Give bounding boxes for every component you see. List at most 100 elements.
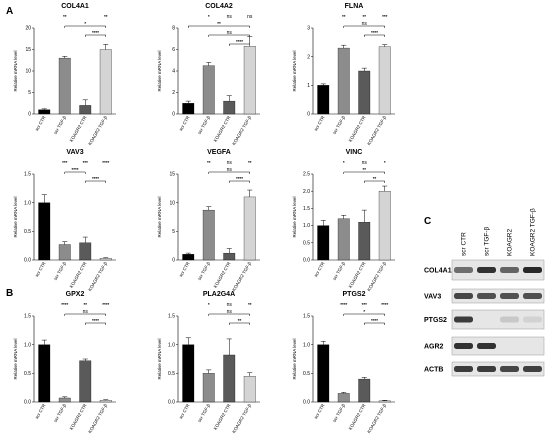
- y-tick-label: 5: [172, 229, 175, 235]
- y-tick-label: 2: [307, 54, 310, 60]
- comparison-bracket: [85, 322, 106, 325]
- y-tick-label: 0.5: [168, 371, 175, 377]
- category-label: KOAGR2 TGF-β: [87, 261, 108, 292]
- bar: [223, 354, 236, 403]
- blot-membrane: [451, 361, 545, 377]
- comparison-bracket: [343, 171, 385, 174]
- significance-label: **: [104, 14, 108, 19]
- bar: [202, 209, 215, 261]
- y-axis-label: Relative mRNA level: [292, 50, 297, 91]
- category-label: scr CTR: [34, 402, 47, 419]
- category-label: KOAGR2 CTR: [348, 402, 367, 430]
- category-label: scr TGF-β: [332, 261, 347, 281]
- bar: [337, 218, 350, 261]
- y-axis-label: Relative mRNA level: [292, 338, 297, 379]
- comparison-label: **: [217, 21, 221, 26]
- bar: [99, 49, 112, 115]
- y-axis-label: Relative mRNA level: [13, 196, 18, 237]
- y-tick-label: 3: [307, 26, 310, 32]
- category-label: KOAGR2 CTR: [213, 260, 232, 288]
- bar: [358, 222, 371, 261]
- blot-band: [454, 267, 473, 273]
- y-tick-label: 1.0: [24, 200, 31, 206]
- comparison-label: ****: [92, 30, 99, 35]
- category-label: scr CTR: [34, 260, 47, 277]
- significance-label: **: [342, 14, 346, 19]
- y-tick-label: 0.5: [24, 371, 31, 377]
- category-label: scr TGF-β: [332, 403, 347, 423]
- blot-band: [454, 366, 473, 372]
- blot-band: [500, 267, 519, 273]
- bar: [243, 46, 256, 115]
- comparison-bracket: [208, 34, 250, 37]
- comparison-bracket: [64, 171, 86, 174]
- y-tick-label: 0.0: [24, 258, 31, 264]
- significance-label: ns: [227, 302, 233, 308]
- bar: [182, 103, 195, 115]
- y-tick-label: 15: [169, 172, 175, 178]
- y-tick-label: 5: [28, 90, 31, 96]
- category-label: KOAGR2 CTR: [213, 402, 232, 430]
- y-tick-label: 0: [307, 112, 310, 118]
- blot-band: [454, 343, 473, 349]
- blot-row-label: AGR2: [424, 344, 444, 351]
- comparison-bracket: [364, 180, 385, 183]
- y-axis-label: Relative mRNA level: [13, 338, 18, 379]
- blot-row-label: ACTB: [424, 367, 443, 374]
- blot-band: [454, 293, 473, 299]
- y-tick-label: 0.0: [168, 400, 175, 406]
- lane-label: scr TGF-β: [484, 226, 491, 256]
- y-tick-label: 1.0: [303, 342, 310, 348]
- blot-row-agr2: AGR2: [424, 336, 545, 356]
- chart-title: FLNA: [345, 3, 364, 10]
- y-tick-label: 0.5: [24, 229, 31, 235]
- blot-row-label: PTGS2: [424, 317, 447, 324]
- chart-col4a1: COL4A1 0 5 10 15 20 Relative mRNA level scr CTR…: [13, 3, 116, 146]
- category-label: KOAGR2 CTR: [69, 260, 88, 288]
- category-label: scr CTR: [178, 402, 191, 419]
- y-tick-label: 1.5: [24, 172, 31, 178]
- significance-label: ns: [227, 160, 233, 166]
- category-label: KOAGR2 TGF-β: [231, 115, 252, 146]
- chart-ptgs2: PTGS2 0.0 0.5 1.0 1.5 Relative mRNA level scr …: [292, 291, 395, 434]
- significance-label: *: [384, 160, 386, 165]
- blot-row-label: VAV3: [424, 294, 441, 301]
- comparison-bracket: [85, 34, 106, 37]
- bar: [182, 344, 195, 403]
- bar: [182, 254, 195, 261]
- comparison-bracket: [343, 313, 385, 316]
- category-label: KOAGR2 TGF-β: [87, 115, 108, 146]
- blot-row-label: COL4A1: [424, 268, 452, 275]
- y-tick-label: 15: [25, 47, 31, 53]
- category-label: scr TGF-β: [53, 115, 68, 135]
- significance-label: ***: [83, 160, 89, 165]
- blot-row-col4a1: COL4A1: [424, 259, 545, 281]
- comparison-label: ****: [236, 39, 243, 44]
- bar: [378, 400, 391, 403]
- y-tick-label: 4: [172, 69, 175, 75]
- category-label: scr CTR: [178, 114, 191, 131]
- chart-vav3: VAV3 0.0 0.5 1.0 1.5 Relative mRNA level scr C…: [13, 149, 116, 292]
- y-tick-label: 1.5: [303, 206, 310, 212]
- blot-row-actb: ACTB: [424, 361, 545, 377]
- significance-label: ns: [247, 14, 253, 20]
- y-tick-label: 1.0: [303, 223, 310, 229]
- bar: [358, 70, 371, 115]
- chart-gpx2: GPX2 0.0 0.5 1.0 1.5 Relative mRNA level scr C…: [13, 291, 116, 434]
- y-axis-label: Relative mRNA level: [157, 338, 162, 379]
- category-label: KOAGR2 CTR: [213, 114, 232, 142]
- blot-band: [477, 267, 496, 273]
- lane-label: KOAGR2 TGF-β: [530, 208, 537, 256]
- y-tick-label: 2: [172, 90, 175, 96]
- y-tick-label: 0: [172, 112, 175, 118]
- blot-band: [523, 316, 542, 323]
- category-label: KOAGR2 CTR: [69, 114, 88, 142]
- significance-label: ****: [61, 302, 68, 307]
- blot-row-vav3: VAV3: [424, 288, 545, 304]
- bar: [358, 378, 371, 403]
- comparison-label: **: [238, 318, 242, 323]
- lane-label: scr CTR: [461, 232, 468, 256]
- chart-title: COL4A2: [205, 3, 233, 10]
- comparison-label: **: [362, 167, 366, 172]
- bar: [58, 244, 71, 261]
